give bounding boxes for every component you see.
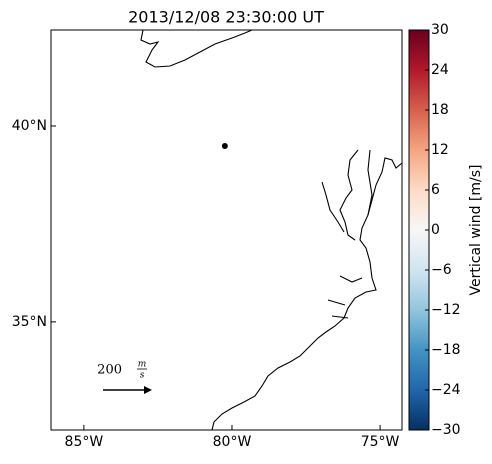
y-tick-label: 40°N bbox=[12, 118, 47, 134]
quiver-arrowhead bbox=[144, 386, 152, 394]
colorbar-tick-label: 18 bbox=[431, 102, 449, 118]
colorbar-tick-label: −18 bbox=[431, 342, 461, 358]
colorbar-tick-label: 12 bbox=[431, 142, 449, 158]
colorbar-tick-label: −12 bbox=[431, 302, 461, 318]
colorbar-tick-label: 24 bbox=[431, 62, 449, 78]
x-tick-label: 85°W bbox=[65, 434, 104, 450]
point bbox=[221, 142, 228, 149]
colorbar-tick-label: −6 bbox=[431, 262, 452, 278]
quiver-key: 200 m s bbox=[97, 360, 152, 394]
quiver-key-unit: m bbox=[138, 360, 147, 370]
colorbar-tick-label: 0 bbox=[431, 222, 440, 238]
colorbar-tick-label: 30 bbox=[431, 22, 449, 38]
x-tick-label: 75°W bbox=[361, 434, 400, 450]
chart-title: 2013/12/08 23:30:00 UT bbox=[128, 8, 324, 27]
quiver-key-value: 200 bbox=[97, 363, 122, 378]
colorbar-label: Vertical wind [m/s] bbox=[468, 165, 484, 296]
map-frame bbox=[50, 29, 403, 431]
colorbar-tick-label: −24 bbox=[431, 382, 461, 398]
quiver-key-unit: s bbox=[140, 371, 145, 381]
coastline bbox=[140, 29, 403, 431]
x-tick-label: 80°W bbox=[213, 434, 252, 450]
colorbar-tick-label: 6 bbox=[431, 182, 440, 198]
colorbar-tick-label: −30 bbox=[431, 422, 461, 438]
y-tick-label: 35°N bbox=[12, 314, 47, 330]
